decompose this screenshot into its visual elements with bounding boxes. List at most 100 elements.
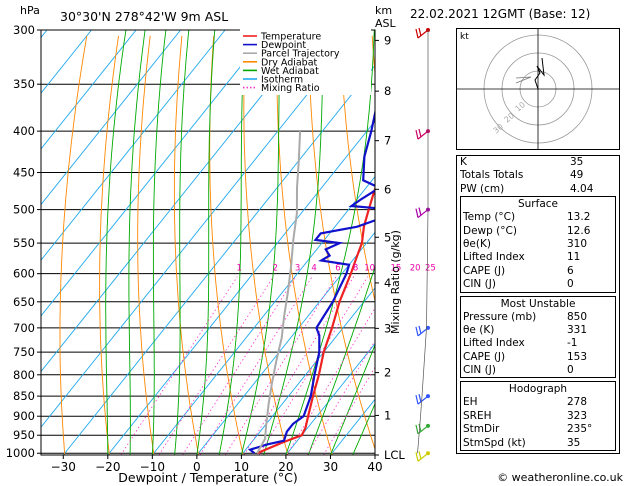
mixing-ratio-line-8 [243, 276, 355, 455]
y-tick-label-600: 600 [13, 267, 35, 281]
mixing-ratio-label-8: 8 [353, 264, 358, 274]
mixing-ratio-label-1: 1 [237, 264, 242, 274]
mixing-ratio-line-2 [158, 276, 274, 455]
y-tick-label-800: 800 [13, 368, 35, 382]
isotherm--70 [41, 30, 226, 261]
dry-adiabat-0 [173, 35, 200, 455]
x-tick-label--20: −20 [95, 460, 120, 474]
km-tick-label-LCL: LCL [384, 448, 405, 462]
mixing-ratio-label-15: 15 [391, 264, 402, 274]
isotherm--10 [151, 175, 375, 455]
isotherm--40 [41, 30, 360, 428]
hodograph-box: Hodograph EH 278 SREH 323 StmDir 235° StmSp… [460, 381, 616, 452]
x-tick-label-20: 20 [278, 460, 293, 474]
datetime-title: 22.02.2021 12GMT (Base: 12) [410, 7, 591, 21]
mixing-ratio-label-3: 3 [295, 264, 300, 274]
mixing-ratio-line-6 [224, 276, 337, 455]
wet-adiabat--20 [105, 30, 127, 455]
mixing-ratio-line-15 [286, 307, 375, 455]
km-tick-label-1: 1 [384, 408, 391, 422]
km-tick-label-4: 4 [384, 276, 391, 290]
isotherm--20 [107, 120, 375, 455]
dry-adiabat--20 [99, 35, 119, 455]
y-tick-label-300: 300 [13, 23, 35, 37]
plot-frame [40, 29, 376, 456]
y-tick-label-750: 750 [13, 345, 35, 359]
km-tick-label-8: 8 [384, 84, 391, 98]
wet-adiabat-10 [240, 30, 282, 455]
y-tick-label-700: 700 [13, 321, 35, 335]
hodograph-storm [515, 76, 532, 84]
hodograph-unit: kt [460, 32, 469, 42]
wet-adiabat--5 [174, 30, 190, 455]
dry-adiabat-40 [308, 35, 375, 451]
y-tick-label-400: 400 [13, 124, 35, 138]
dry-adiabat--10 [137, 35, 155, 455]
isotherm--60 [41, 30, 271, 317]
x-tick-label-30: 30 [323, 460, 338, 474]
x-tick-label-0: 0 [193, 460, 201, 474]
mixing-ratio-label-20: 20 [410, 264, 421, 274]
legend-box [240, 29, 371, 95]
wind-barb-925 [415, 423, 430, 435]
wind-barb-1000 [415, 451, 430, 462]
indices-table: K 35 Totals Totals 49 PW (cm) 4.04 Surface … [456, 155, 620, 455]
surface-box: Surface Temp (°C) 13.2 Dewp (°C) 12.6 θe(K… [460, 196, 616, 293]
dry-adiabat-30 [276, 35, 333, 455]
km-tick-label-6: 6 [384, 182, 391, 196]
dry-adiabat-50 [340, 35, 375, 303]
legend-entry-5: Isotherm [261, 75, 303, 86]
wet-adiabat--10 [151, 30, 167, 455]
y-tick-label-450: 450 [13, 166, 35, 180]
wet-adiabat-25 [307, 265, 375, 455]
credit-text: © weatheronline.co.uk [497, 471, 623, 484]
km-tick-label-5: 5 [384, 230, 391, 244]
isotherm-0 [196, 231, 375, 455]
x-tick-label--10: −10 [140, 460, 165, 474]
dry-adiabat-80 [436, 36, 452, 455]
km-axis: 9 8 7 6 5 4 3 2 1 LCL [375, 33, 405, 462]
isotherm--90 [41, 30, 137, 150]
x-tick-label-40: 40 [367, 460, 382, 474]
wet-adiabat--15 [128, 30, 146, 455]
wind-barb-850 [415, 393, 430, 405]
km-tick-label-7: 7 [384, 134, 391, 148]
legend-entry-3: Dry Adiabat [261, 57, 318, 68]
legend-entry-4: Wet Adiabat [261, 66, 319, 77]
legend-entry-0: Temperature [260, 32, 321, 43]
row-k: K 35 [460, 156, 584, 168]
series-dewpoint [247, 108, 375, 455]
wind-barb-300 [415, 27, 430, 39]
hodograph-title: Hodograph [508, 383, 568, 396]
x-axis-label: Dewpoint / Temperature (°C) [118, 470, 297, 485]
isotherm--80 [41, 30, 181, 206]
km-tick-label-3: 3 [384, 321, 391, 335]
y-tick-label-350: 350 [13, 77, 35, 91]
y-tick-label-550: 550 [13, 236, 35, 250]
isotherm-20 [285, 342, 375, 455]
y-tick-label-500: 500 [13, 203, 35, 217]
series-parcel-trajectory [256, 131, 302, 454]
asl-label: ASL [375, 17, 397, 30]
row-pw: PW (cm) 4.04 [460, 182, 594, 195]
most-unstable-box: Most Unstable Pressure (mb) 850 θe (K) 331… [460, 295, 616, 379]
chart-series [247, 108, 375, 455]
wet-adiabat-15 [263, 30, 324, 455]
dry-adiabat--30 [59, 35, 88, 455]
chart-axes: −30 −20 −10 0 10 20 30 40 300 350 400 450 500 550 600 6… [6, 23, 383, 474]
mixing-ratio-line-4 [199, 276, 313, 455]
row-totals: Totals Totals 49 [460, 169, 584, 182]
hodograph: kt 10 20 30 [456, 28, 620, 150]
wind-barb-700 [415, 325, 430, 337]
km-label: km [375, 4, 392, 17]
wind-profile-line [417, 30, 429, 454]
wind-barb-400 [415, 128, 430, 140]
hodograph-trace [534, 57, 545, 90]
mixing-ratio-line-20 [306, 339, 375, 455]
isotherm-50 [420, 30, 453, 455]
mixing-ratio-label-6: 6 [335, 264, 340, 274]
wet-adiabat-30 [330, 343, 375, 455]
chart-grid [41, 30, 453, 455]
hpa-label: hPa [20, 4, 40, 17]
